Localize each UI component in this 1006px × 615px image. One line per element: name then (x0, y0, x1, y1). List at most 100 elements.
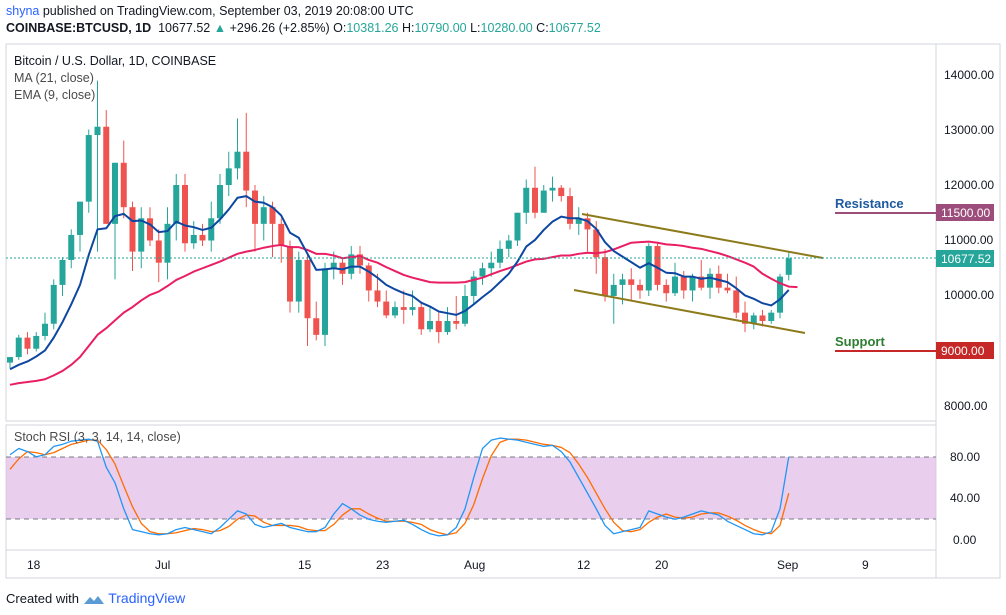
candle-down (742, 312, 748, 324)
time-label: 15 (298, 558, 312, 572)
candle-up (164, 223, 171, 263)
high-label: H: (401, 21, 415, 35)
candle-down (558, 187, 565, 197)
candle-down (383, 301, 390, 316)
candle-down (339, 262, 346, 274)
support-badge-label: 9000.00 (941, 344, 985, 358)
price-tick: 8000.00 (944, 399, 988, 413)
candle-up (94, 126, 101, 136)
candle-down (129, 207, 136, 252)
candle-down (435, 320, 442, 333)
publisher-name[interactable]: shyna (6, 4, 40, 18)
candle-down (400, 307, 407, 310)
ma-legend: MA (21, close) (14, 71, 94, 85)
candle-up (777, 276, 783, 313)
candle-up (672, 276, 678, 294)
candle-up (497, 248, 503, 263)
candle-up (33, 335, 40, 349)
time-label: Jul (155, 558, 170, 572)
candle-down (313, 318, 320, 335)
candle-up (112, 162, 118, 224)
candle-down (182, 185, 188, 244)
chart-title: Bitcoin / U.S. Dollar, 1D, COINBASE (14, 54, 216, 68)
candle-up (85, 135, 92, 202)
candle-down (120, 162, 127, 208)
candle-down (155, 240, 162, 263)
symbol-line: COINBASE:BTCUSD, 1D 10677.52 ▲ +296.26 (… (6, 21, 601, 35)
open-value: 10381.26 (346, 21, 399, 35)
candle-up (427, 320, 433, 330)
candle-down (269, 207, 276, 224)
candle-up (330, 262, 337, 269)
time-label: 23 (376, 558, 390, 572)
candle-down (680, 276, 687, 291)
support-badge (936, 342, 994, 359)
publish-line: shyna published on TradingView.com, Sept… (6, 4, 414, 18)
candle-up (50, 284, 57, 324)
stoch-rsi-legend: Stoch RSI (3, 3, 14, 14, close) (14, 430, 181, 444)
candle-up (348, 254, 355, 274)
rsi-tick: 0.00 (953, 533, 977, 547)
candle-up (409, 307, 416, 310)
resistance-badge-label: 11500.00 (941, 206, 990, 220)
support-label: Support (835, 334, 885, 349)
candle-up (59, 259, 66, 285)
candle-down (252, 190, 258, 224)
publish-info: published on TradingView.com, September … (42, 4, 414, 18)
candle-down (637, 284, 643, 291)
close-label: C: (536, 21, 549, 35)
last-price: 10677.52 (158, 21, 211, 35)
candle-up (645, 246, 652, 291)
candle-down (724, 287, 731, 291)
candle-up (768, 312, 775, 321)
indicator-lines-layer (9, 195, 798, 386)
resistance-label: Resistance (835, 196, 904, 211)
candle-down (654, 246, 661, 285)
candle-down (357, 254, 363, 266)
channel-lower-line (573, 289, 806, 334)
time-label: 9 (862, 558, 869, 572)
candle-down (759, 315, 766, 321)
resistance-badge (936, 204, 994, 221)
candle-down (628, 279, 635, 285)
candle-up (523, 187, 530, 213)
candle-up (190, 234, 197, 244)
candle-up (68, 234, 75, 260)
candle-down (147, 218, 153, 241)
candle-down (602, 257, 608, 296)
rsi-tick: 40.00 (950, 491, 980, 505)
candle-up (322, 268, 328, 335)
price-axis-frame (935, 43, 1001, 579)
stoch-rsi-lines-layer (9, 437, 790, 537)
high-value: 10790.00 (414, 21, 467, 35)
candle-up (514, 212, 521, 241)
candle-up (444, 320, 451, 333)
main-pane-frame (5, 43, 937, 422)
candle-down (593, 229, 600, 258)
candle-down (567, 196, 573, 224)
price-tick: 10000.00 (944, 288, 994, 302)
rsi-tick: 80.00 (950, 450, 980, 464)
candle-down (103, 126, 110, 224)
tradingview-brand-link[interactable]: TradingView (108, 590, 186, 606)
candle-down (243, 151, 250, 191)
time-label: 18 (27, 558, 41, 572)
candle-up (217, 185, 223, 219)
time-label: 20 (655, 558, 669, 572)
candle-up (295, 259, 302, 302)
time-label: Aug (464, 558, 485, 572)
candle-up (260, 207, 267, 224)
current-price-badge (936, 250, 994, 267)
tradingview-logo-icon (83, 595, 104, 604)
candle-down (532, 187, 538, 213)
low-value: 10280.00 (480, 21, 533, 35)
candle-up (479, 268, 486, 277)
candle-down (584, 218, 591, 230)
current-price-badge-label: 10677.52 (941, 252, 991, 266)
candle-up (610, 284, 617, 296)
candle-up (392, 307, 398, 316)
candle-up (549, 187, 556, 191)
candle-up (707, 273, 713, 288)
time-label: 12 (577, 558, 591, 572)
